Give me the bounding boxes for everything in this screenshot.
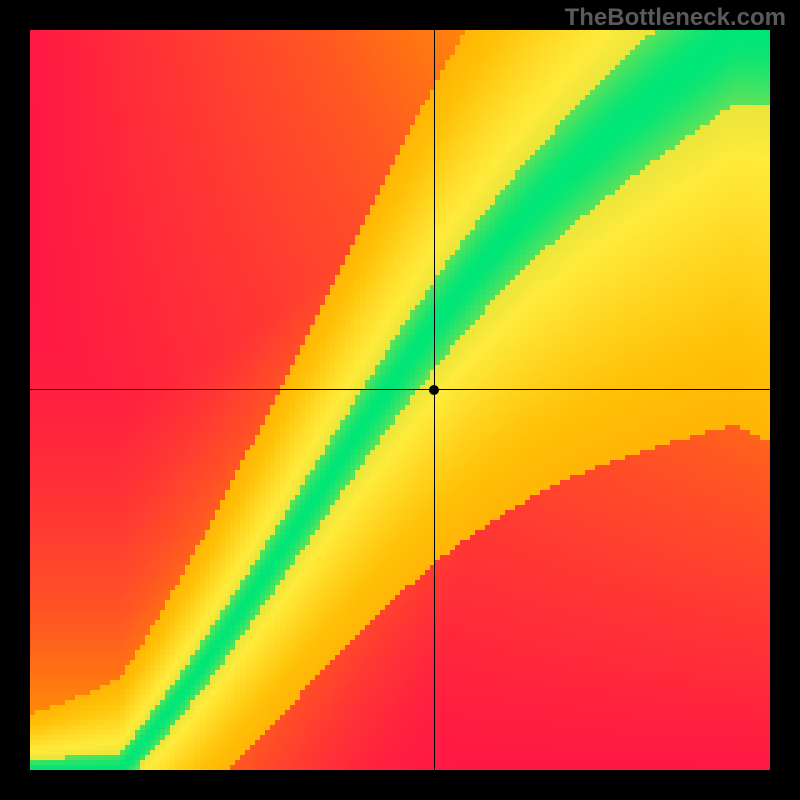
chart-container: TheBottleneck.com <box>0 0 800 800</box>
crosshair-marker <box>429 385 439 395</box>
crosshair-horizontal <box>30 389 770 390</box>
bottleneck-heatmap <box>30 30 770 770</box>
crosshair-vertical <box>434 30 435 770</box>
watermark-text: TheBottleneck.com <box>565 4 786 32</box>
